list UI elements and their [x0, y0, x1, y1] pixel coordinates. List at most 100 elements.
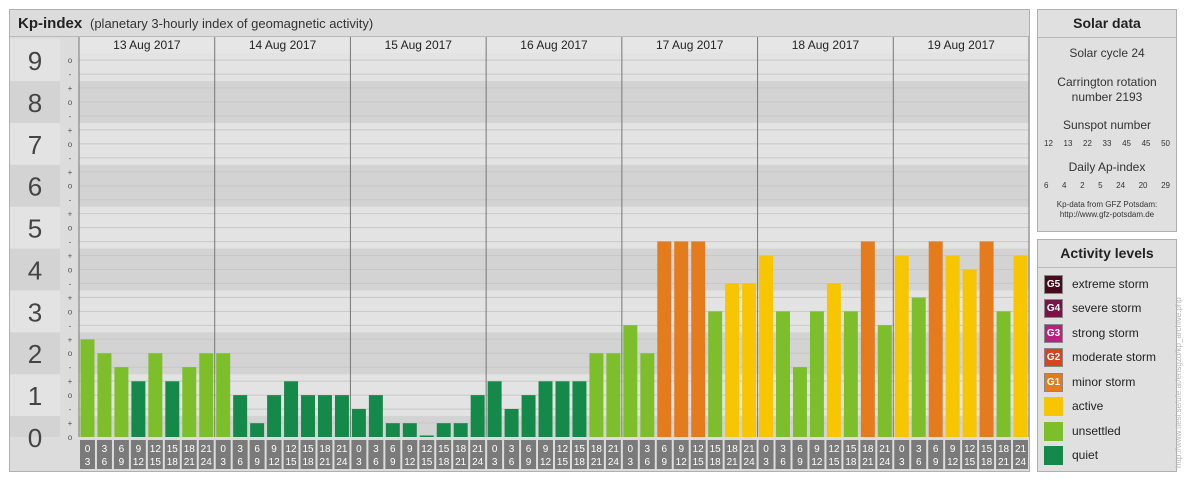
interval-end-label: 15	[285, 457, 297, 468]
y-tick-label: 1	[28, 381, 42, 411]
interval-start-label: 9	[407, 444, 413, 455]
interval-end-label: 6	[916, 457, 922, 468]
interval-label-cell	[792, 440, 808, 469]
ap-index-value: 5	[1098, 181, 1103, 190]
interval-start-label: 3	[373, 444, 379, 455]
kp-bar	[725, 283, 740, 437]
legend-label: severe storm	[1072, 301, 1142, 315]
chart-title-bar: Kp-index (planetary 3-hourly index of ge…	[10, 10, 1029, 37]
interval-end-label: 21	[862, 457, 874, 468]
legend-item-quiet: quiet	[1044, 445, 1098, 465]
interval-label-cell	[809, 440, 825, 469]
interval-label-cell	[317, 440, 333, 469]
ap-index-value: 24	[1116, 181, 1126, 190]
ap-index-value: 29	[1161, 181, 1170, 190]
ap-index-value: 2	[1080, 181, 1085, 190]
interval-end-label: 12	[811, 457, 823, 468]
interval-start-label: 3	[916, 444, 922, 455]
kp-chart-panel: 0 1 2 3 4 5 6 7 8 9 o + - o + - o + - o + - o + - o + - o + - o + - o + - o 13…	[9, 9, 1030, 472]
kp-bar	[267, 395, 282, 437]
interval-end-label: 9	[933, 457, 939, 468]
interval-label-cell	[979, 440, 995, 469]
kp-bar	[470, 395, 485, 437]
y-minor-label: -	[69, 363, 72, 372]
kp-bar	[334, 395, 349, 437]
legend-item-strong-storm: G3 strong storm	[1044, 323, 1139, 343]
interval-label-cell	[521, 440, 537, 469]
interval-end-label: 6	[645, 457, 651, 468]
interval-end-label: 12	[676, 457, 688, 468]
interval-start-label: 15	[710, 444, 722, 455]
interval-start-label: 18	[455, 444, 467, 455]
kp-bar	[436, 423, 451, 437]
interval-end-label: 24	[336, 457, 348, 468]
interval-label-cell	[639, 440, 655, 469]
interval-end-label: 21	[591, 457, 603, 468]
interval-end-label: 9	[661, 457, 667, 468]
interval-start-label: 3	[102, 444, 108, 455]
interval-end-label: 3	[899, 457, 905, 468]
interval-start-label: 0	[628, 444, 634, 455]
interval-label-cell	[894, 440, 910, 469]
interval-end-label: 15	[828, 457, 840, 468]
interval-end-label: 9	[526, 457, 532, 468]
sunspot-value: 45	[1122, 139, 1131, 148]
interval-start-label: 6	[390, 444, 396, 455]
interval-label-cell	[1013, 440, 1028, 469]
interval-end-label: 21	[184, 457, 196, 468]
y-tick-band-7	[10, 122, 60, 165]
interval-start-label: 21	[744, 444, 756, 455]
interval-end-label: 24	[1015, 457, 1027, 468]
y-minor-label: o	[68, 140, 73, 149]
interval-end-label: 6	[373, 457, 379, 468]
interval-start-label: 21	[201, 444, 213, 455]
interval-label-cell	[555, 440, 570, 469]
y-tick-band-6	[10, 164, 60, 207]
interval-end-label: 18	[981, 457, 993, 468]
interval-end-label: 18	[710, 457, 722, 468]
kp-bar	[284, 381, 299, 437]
y-minor-label: o	[68, 391, 73, 400]
y-tick-label: 3	[28, 297, 42, 327]
y-tick-band-8	[10, 81, 60, 123]
activity-levels-header: Activity levels	[1038, 240, 1176, 268]
y-tick-band-1	[10, 374, 60, 417]
interval-start-label: 18	[591, 444, 603, 455]
interval-label-cell	[215, 440, 231, 469]
sunspot-values: 12 13 22 33 45 45 50	[1038, 139, 1176, 148]
interval-label-cell	[249, 440, 265, 469]
data-credit-line-1: Kp-data from GFZ Potsdam:	[1056, 200, 1158, 209]
kp-bar	[318, 395, 332, 437]
interval-label-cell	[266, 440, 282, 469]
kp-bar	[250, 423, 265, 437]
interval-start-label: 18	[319, 444, 331, 455]
interval-start-label: 3	[780, 444, 786, 455]
interval-start-label: 12	[693, 444, 705, 455]
legend-label: moderate storm	[1072, 350, 1157, 364]
y-minor-label: +	[68, 293, 73, 302]
interval-start-label: 12	[557, 444, 569, 455]
kp-bar	[97, 353, 112, 437]
interval-end-label: 21	[727, 457, 739, 468]
kp-bar	[793, 367, 807, 437]
kp-bar	[589, 353, 604, 437]
kp-bar	[894, 255, 909, 437]
interval-label-cell	[232, 440, 248, 469]
interval-label-cell	[164, 440, 180, 469]
interval-start-label: 18	[998, 444, 1010, 455]
interval-start-label: 15	[981, 444, 993, 455]
interval-label-cell	[300, 440, 316, 469]
y-tick-band-2	[10, 332, 60, 375]
day-label: 13 Aug 2017	[113, 38, 181, 52]
chart-title: Kp-index	[18, 15, 83, 32]
interval-end-label: 9	[254, 457, 260, 468]
y-minor-label: +	[68, 377, 73, 386]
interval-end-label: 3	[85, 457, 91, 468]
legend-label: unsettled	[1072, 424, 1121, 438]
sunspot-value: 22	[1083, 139, 1092, 148]
interval-end-label: 21	[998, 457, 1010, 468]
kp-bar	[351, 408, 366, 437]
legend-label: extreme storm	[1072, 277, 1149, 291]
ap-index-values: 6 4 2 5 24 20 29	[1038, 181, 1176, 190]
interval-label-cell	[996, 440, 1012, 469]
